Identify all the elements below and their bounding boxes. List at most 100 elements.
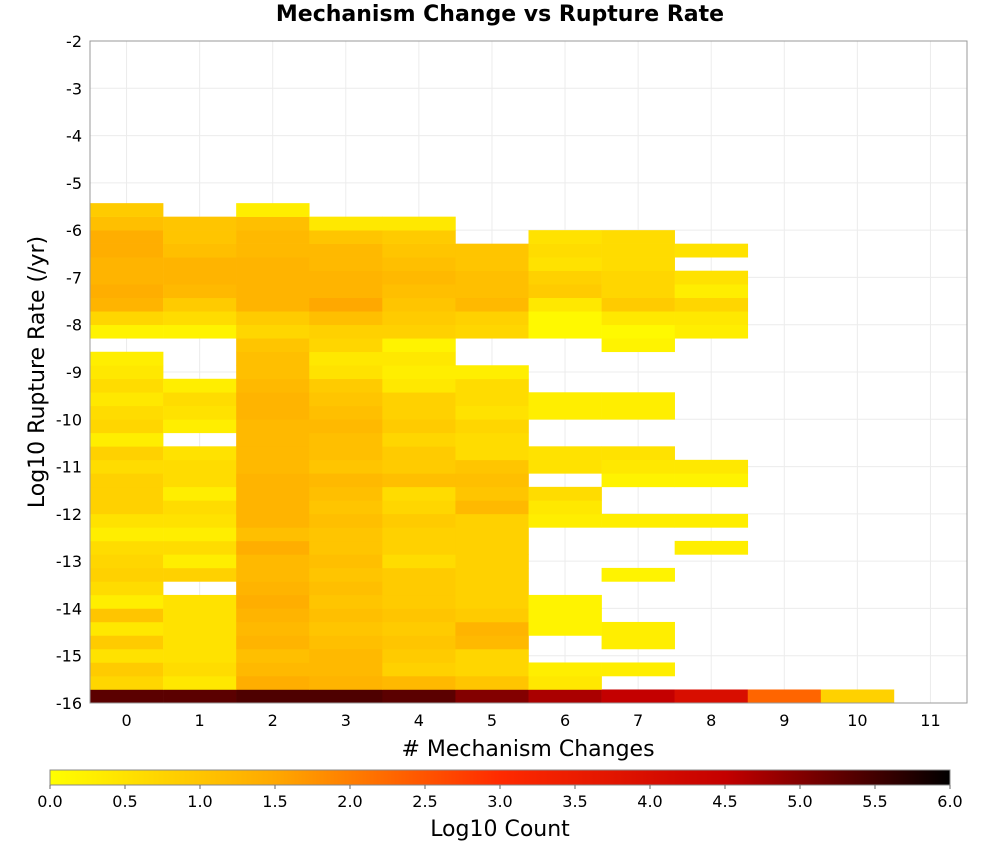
y-tick-label: -10: [56, 410, 82, 429]
heatmap-cell: [601, 513, 675, 528]
heatmap-cell: [236, 405, 310, 420]
heatmap-cell: [528, 405, 602, 420]
heatmap-cell: [163, 540, 237, 555]
heatmap-cell: [90, 432, 164, 447]
heatmap-cell: [382, 446, 456, 461]
heatmap-cell: [90, 257, 164, 271]
colorbar-tick-label: 3.0: [487, 792, 512, 811]
colorbar-tick-label: 1.0: [187, 792, 212, 811]
heatmap-cell: [382, 324, 456, 339]
heatmap-cell: [382, 567, 456, 582]
heatmap-cell: [601, 689, 675, 704]
heatmap-cell: [309, 459, 383, 474]
colorbar-tick-label: 1.5: [262, 792, 287, 811]
heatmap-cell: [455, 500, 529, 515]
heatmap-cell: [382, 392, 456, 407]
heatmap-cell: [601, 297, 675, 312]
heatmap-cell: [236, 567, 310, 582]
heatmap-cell: [163, 594, 237, 609]
heatmap-cell: [382, 243, 456, 258]
heatmap-cell: [455, 378, 529, 393]
colorbar-tick-label: 5.0: [787, 792, 812, 811]
heatmap-cell: [309, 257, 383, 271]
heatmap-cell: [528, 594, 602, 609]
heatmap-cell: [528, 243, 602, 258]
heatmap-cell: [309, 608, 383, 623]
x-tick-label: 4: [414, 711, 424, 730]
heatmap-cell: [309, 675, 383, 690]
y-tick-label: -3: [66, 79, 82, 98]
heatmap-cell: [382, 581, 456, 596]
heatmap-cell: [382, 594, 456, 609]
x-tick-label: 10: [847, 711, 867, 730]
heatmap-cell: [90, 486, 164, 501]
heatmap-cell: [382, 513, 456, 528]
y-tick-label: -12: [56, 505, 82, 524]
y-tick-label: -13: [56, 552, 82, 571]
heatmap-cell: [528, 284, 602, 299]
heatmap-cell: [601, 567, 675, 582]
heatmap-cell: [236, 365, 310, 380]
heatmap-cell: [309, 365, 383, 380]
x-tick-label: 6: [560, 711, 570, 730]
heatmap-cell: [309, 527, 383, 542]
heatmap-cell: [236, 662, 310, 677]
x-axis-label: # Mechanism Changes: [401, 737, 654, 762]
heatmap-cell: [309, 419, 383, 434]
heatmap-cell: [90, 473, 164, 488]
heatmap-cell: [820, 689, 895, 704]
heatmap-cell: [382, 473, 456, 488]
colorbar-tick-label: 2.5: [412, 792, 437, 811]
heatmap-cell: [163, 284, 237, 299]
heatmap-cell: [90, 459, 164, 474]
heatmap-cell: [163, 311, 237, 326]
heatmap-cell: [455, 284, 529, 299]
colorbar-ticks: 0.0 0.5 1.0 1.5 2.0 2.5 3.0 3.5 4.0 4.5 5.0 5.5 6.0: [37, 785, 963, 811]
heatmap-cell: [236, 689, 310, 704]
heatmap-cell: [601, 284, 675, 299]
y-tick-label: -6: [66, 221, 82, 240]
heatmap-cell: [163, 689, 237, 704]
y-tick-label: -9: [66, 363, 82, 382]
heatmap-cell: [236, 338, 310, 353]
heatmap-cell: [382, 216, 456, 231]
heatmap-cell: [382, 459, 456, 474]
heatmap-cell: [163, 608, 237, 623]
heatmap-cell: [236, 540, 310, 555]
chart-title: Mechanism Change vs Rupture Rate: [275, 2, 725, 27]
heatmap-cell: [674, 311, 749, 326]
heatmap-cell: [236, 513, 310, 528]
heatmap-cell: [309, 284, 383, 299]
heatmap-cell: [236, 635, 310, 650]
heatmap-cell: [163, 324, 237, 339]
y-tick-label: -15: [56, 647, 82, 666]
heatmap-cell: [90, 635, 164, 650]
heatmap-cell: [163, 527, 237, 542]
heatmap-cell: [455, 635, 529, 650]
heatmap-cell: [90, 621, 164, 636]
heatmap-cell: [455, 486, 529, 501]
x-axis-ticks: 0 1 2 3 4 5 6 7 8 9 10 11: [121, 711, 940, 730]
heatmap-cell: [163, 500, 237, 515]
heatmap-cell: [309, 270, 383, 285]
heatmap-cell: [455, 446, 529, 461]
heatmap-cell: [309, 216, 383, 231]
heatmap-cell: [309, 473, 383, 488]
heatmap-cell: [455, 540, 529, 555]
heatmap-cell: [601, 405, 675, 420]
y-tick-label: -7: [66, 268, 82, 287]
heatmap-cell: [90, 203, 164, 217]
y-tick-label: -4: [66, 127, 82, 146]
heatmap-cell: [601, 338, 675, 353]
heatmap-cell: [309, 405, 383, 420]
heatmap-cell: [601, 230, 675, 244]
heatmap-cell: [309, 446, 383, 461]
heatmap-cell: [163, 513, 237, 528]
heatmap-cell: [236, 203, 310, 217]
heatmap-cell: [163, 648, 237, 663]
x-tick-label: 3: [341, 711, 351, 730]
heatmap-cell: [455, 554, 529, 569]
heatmap-cell: [674, 459, 749, 474]
heatmap-cell: [455, 662, 529, 677]
